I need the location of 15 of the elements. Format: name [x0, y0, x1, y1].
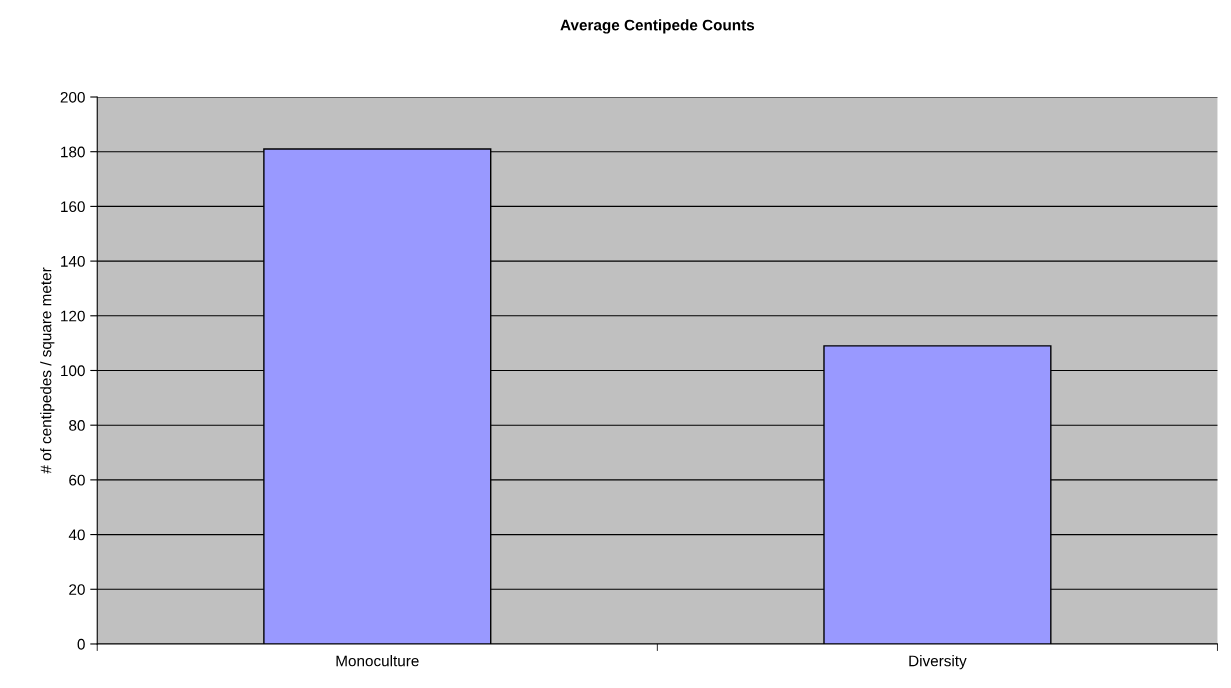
y-tick-label: 80 [69, 420, 85, 431]
y-tick-label: 200 [60, 91, 85, 103]
y-tick-label: 140 [61, 255, 85, 267]
y-tick-label: 0 [77, 638, 85, 650]
y-tick-label: 180 [61, 146, 85, 158]
y-tick-label: 20 [69, 584, 85, 595]
x-tick-label: Diversity [909, 655, 967, 670]
y-tick-label: 60 [69, 474, 85, 486]
y-tick-label: 160 [61, 201, 85, 213]
chart-title: Average Centipede Counts [560, 19, 755, 34]
y-tick-label: 100 [61, 365, 85, 377]
y-tick-label: 40 [68, 529, 85, 541]
y-tick-label: 120 [61, 310, 85, 322]
x-tick-label: Monoculture [336, 655, 419, 667]
y-axis-title: # of centipedes / square meter [40, 267, 55, 474]
